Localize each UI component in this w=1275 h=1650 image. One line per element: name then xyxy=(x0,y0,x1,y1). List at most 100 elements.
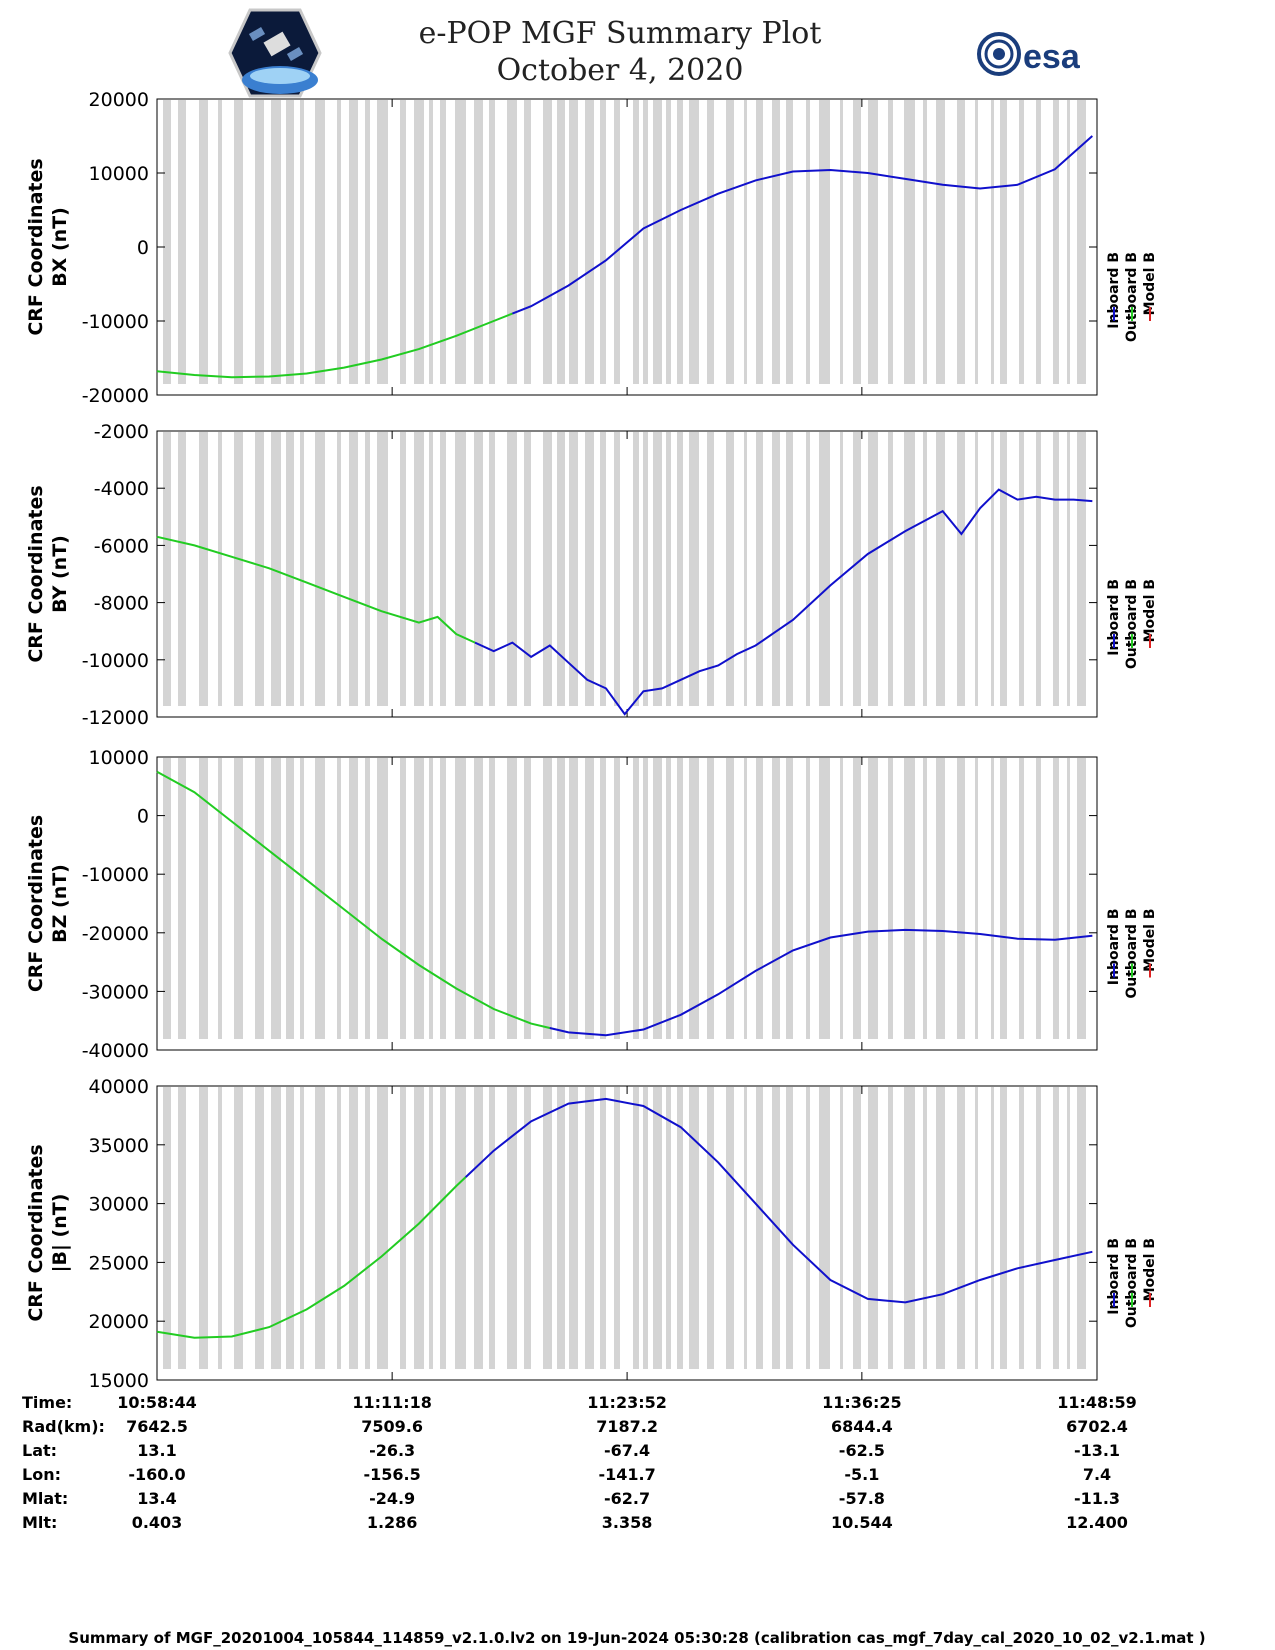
coverage-stripe xyxy=(904,432,915,706)
coverage-stripe xyxy=(888,432,893,706)
coverage-stripe xyxy=(414,758,424,1039)
legend: Inboard B Outboard B Model B xyxy=(1106,1238,1158,1328)
coverage-stripe xyxy=(975,100,978,384)
coverage-stripe xyxy=(271,1087,281,1369)
coverage-stripe xyxy=(666,1087,671,1369)
outboard-b-line xyxy=(156,1176,467,1339)
coverage-stripe xyxy=(474,758,483,1039)
coverage-stripe xyxy=(218,100,222,384)
coverage-stripe xyxy=(744,432,747,706)
coverage-stripe xyxy=(633,758,639,1039)
coverage-stripe xyxy=(677,100,683,384)
coverage-stripe xyxy=(923,1087,927,1369)
coverage-stripe xyxy=(315,100,325,384)
coverage-stripe xyxy=(455,100,466,384)
coverage-stripes xyxy=(163,1087,1086,1369)
coverage-stripe xyxy=(677,758,683,1039)
coverage-stripe xyxy=(840,1087,843,1369)
legend-label: Model B xyxy=(1142,909,1158,972)
esa-logo-text: esa xyxy=(1023,38,1081,76)
info-cell: -156.5 xyxy=(364,1465,421,1484)
y-tick-label: -10000 xyxy=(82,311,149,333)
coverage-stripe xyxy=(543,100,552,384)
info-row-label: Mlat: xyxy=(22,1489,68,1508)
info-cell: 0.403 xyxy=(132,1513,183,1532)
info-cell: -57.8 xyxy=(839,1489,885,1508)
coverage-stripe xyxy=(337,100,341,384)
coverage-stripe xyxy=(888,1087,893,1369)
coverage-stripe xyxy=(557,432,565,706)
coverage-stripe xyxy=(349,758,358,1039)
coverage-stripe xyxy=(1053,432,1059,706)
coverage-stripe xyxy=(300,100,304,384)
y-tick-label: 25000 xyxy=(89,1252,149,1274)
coverage-stripe xyxy=(756,432,763,706)
coverage-stripe xyxy=(163,1087,171,1369)
axes-box xyxy=(156,756,1098,1051)
coverage-stripe xyxy=(178,432,186,706)
y-axis-label: BX (nT) xyxy=(49,207,71,287)
coverage-stripe xyxy=(234,758,243,1039)
y-tick-label: -8000 xyxy=(94,593,149,615)
info-cell: -141.7 xyxy=(598,1465,655,1484)
coverage-stripe xyxy=(868,100,878,384)
model-b-line xyxy=(156,771,1093,1036)
coverage-stripe xyxy=(543,432,552,706)
coverage-stripe xyxy=(400,758,406,1039)
coverage-stripe xyxy=(199,1087,208,1369)
coverage-stripe xyxy=(429,1087,433,1369)
header: e-POP MGF Summary Plot October 4, 2020 e… xyxy=(228,8,1081,98)
y-tick-label: -4000 xyxy=(94,478,149,500)
coverage-stripe xyxy=(923,100,927,384)
y-tick-label: -6000 xyxy=(94,535,149,557)
coverage-stripe xyxy=(569,100,578,384)
coverage-stripe xyxy=(744,100,747,384)
coverage-stripe xyxy=(1019,100,1024,384)
info-cell: 7509.6 xyxy=(361,1417,423,1436)
y-tick-label: 15000 xyxy=(89,1370,149,1392)
outboard-b-line xyxy=(156,770,551,1029)
coverage-stripe xyxy=(806,1087,810,1369)
model-b-line xyxy=(156,135,1093,378)
coverage-stripe xyxy=(1077,100,1086,384)
coverage-stripe xyxy=(666,758,671,1039)
inboard-b-line xyxy=(474,488,1093,716)
x-tick-time-label: 11:48:59 xyxy=(1057,1393,1137,1412)
coverage-stripe xyxy=(772,1087,780,1369)
coverage-stripe xyxy=(234,100,243,384)
coverage-stripe xyxy=(936,100,945,384)
coverage-stripe xyxy=(524,1087,531,1369)
coverage-stripe xyxy=(633,432,639,706)
coverage-stripe xyxy=(377,432,388,706)
axes-box xyxy=(156,98,1098,396)
coverage-stripe xyxy=(199,758,208,1039)
coverage-stripe xyxy=(365,432,370,706)
coverage-stripe xyxy=(199,432,208,706)
coverage-stripe xyxy=(286,1087,294,1369)
coverage-stripe xyxy=(614,432,620,706)
info-cell: 13.1 xyxy=(137,1441,176,1460)
coverage-stripe xyxy=(744,1087,747,1369)
coverage-stripe xyxy=(1067,432,1070,706)
coverage-stripe xyxy=(786,432,793,706)
coverage-stripe xyxy=(689,1087,699,1369)
coverage-stripe xyxy=(218,1087,222,1369)
coverage-stripe xyxy=(543,1087,552,1369)
coverage-stripe xyxy=(377,758,388,1039)
y-tick-label: 20000 xyxy=(89,89,149,111)
coverage-stripe xyxy=(429,100,433,384)
info-cell: -13.1 xyxy=(1074,1441,1120,1460)
coverage-stripe xyxy=(840,758,843,1039)
coverage-stripe xyxy=(904,758,915,1039)
coverage-stripe xyxy=(1053,758,1059,1039)
inboard-b-line xyxy=(512,135,1093,315)
info-cell: -160.0 xyxy=(128,1465,185,1484)
coverage-stripes xyxy=(163,432,1086,706)
coverage-stripe xyxy=(337,1087,341,1369)
info-cell: -67.4 xyxy=(604,1441,650,1460)
coverage-stripe xyxy=(936,758,945,1039)
footer-summary: Summary of MGF_20201004_105844_114859_v2… xyxy=(68,1629,1205,1647)
coverage-stripe xyxy=(888,100,893,384)
coverage-stripe xyxy=(1036,432,1041,706)
